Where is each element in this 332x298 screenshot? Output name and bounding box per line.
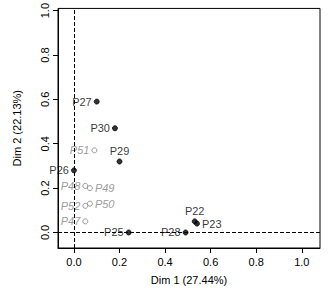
svg-text:0.8: 0.8 <box>39 47 51 62</box>
svg-text:P51: P51 <box>70 144 90 156</box>
svg-text:0.6: 0.6 <box>39 92 51 107</box>
svg-text:0.0: 0.0 <box>66 256 81 268</box>
svg-text:P26: P26 <box>49 164 69 176</box>
svg-text:Dim 2 (22.13%): Dim 2 (22.13%) <box>11 90 23 166</box>
svg-text:1.0: 1.0 <box>294 256 309 268</box>
svg-text:P29: P29 <box>110 145 130 157</box>
svg-text:P22: P22 <box>185 205 205 217</box>
svg-text:P30: P30 <box>90 122 110 134</box>
svg-text:P47: P47 <box>61 215 81 227</box>
svg-text:0.4: 0.4 <box>39 136 51 151</box>
svg-text:P23: P23 <box>202 218 222 230</box>
svg-text:Dim 1 (27.44%): Dim 1 (27.44%) <box>151 274 227 286</box>
svg-text:P25: P25 <box>104 226 124 239</box>
svg-text:0.8: 0.8 <box>249 256 264 268</box>
svg-text:P28: P28 <box>161 226 181 239</box>
svg-text:0.0: 0.0 <box>39 225 51 240</box>
svg-text:0.4: 0.4 <box>157 256 172 268</box>
svg-text:P27: P27 <box>72 96 92 108</box>
svg-text:0.2: 0.2 <box>39 180 51 195</box>
svg-text:P49: P49 <box>95 182 115 194</box>
svg-text:1.0: 1.0 <box>39 3 51 18</box>
svg-text:P52: P52 <box>61 200 81 212</box>
svg-text:P48: P48 <box>61 180 81 192</box>
svg-text:P50: P50 <box>95 198 115 210</box>
svg-text:0.2: 0.2 <box>112 256 127 268</box>
svg-text:0.6: 0.6 <box>203 256 218 268</box>
